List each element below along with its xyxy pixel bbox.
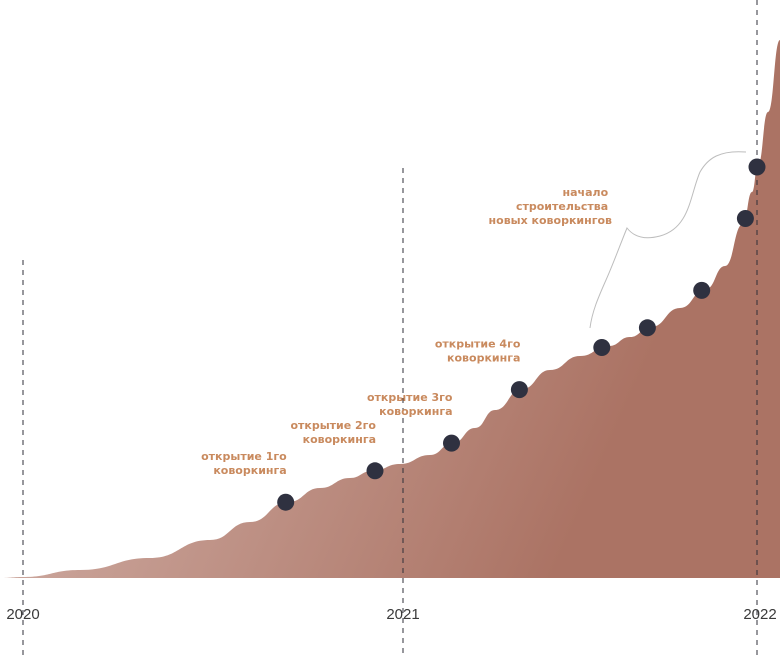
x-tick-label-2021: 2021 (386, 606, 419, 623)
marker-label-4: открытие 4го коворкинга (435, 338, 521, 365)
marker-5 (593, 339, 611, 356)
marker-label-3-line-2: коворкинга (379, 405, 452, 418)
marker-6 (638, 319, 656, 337)
marker-label-4-line-2: коворкинга (447, 352, 520, 365)
marker-label-1-line-2: коворкинга (213, 464, 286, 477)
marker-8 (736, 210, 754, 227)
marker-label-4-line-1: открытие 4го (435, 338, 521, 351)
marker-label-3: открытие 3го коворкинга (367, 391, 453, 418)
marker-2 (366, 462, 384, 480)
marker-9 (748, 158, 766, 176)
marker-4 (510, 381, 528, 399)
marker-label-2-line-1: открытие 2го (290, 419, 376, 432)
marker-1 (277, 493, 295, 511)
bracket-annotation-line-2: строительства (516, 200, 608, 213)
growth-area (0, 40, 780, 578)
bracket-annotation: начало строительства новых коворкингов (489, 186, 612, 227)
bracket-annotation-line-1: начало (563, 186, 609, 199)
marker-label-2: открытие 2го коворкинга (290, 419, 376, 446)
marker-label-1-line-1: открытие 1го (201, 450, 287, 463)
markers (277, 158, 766, 511)
marker-label-2-line-2: коворкинга (303, 433, 376, 446)
x-tick-label-2020: 2020 (6, 606, 39, 623)
bracket-annotation-line-3: новых коворкингов (489, 214, 612, 227)
marker-3 (443, 434, 460, 452)
marker-label-3-line-1: открытие 3го (367, 391, 453, 404)
x-tick-label-2022: 2022 (743, 606, 776, 623)
marker-7 (693, 281, 711, 299)
marker-label-1: открытие 1го коворкинга (201, 450, 287, 477)
annotation-bracket (589, 151, 747, 329)
